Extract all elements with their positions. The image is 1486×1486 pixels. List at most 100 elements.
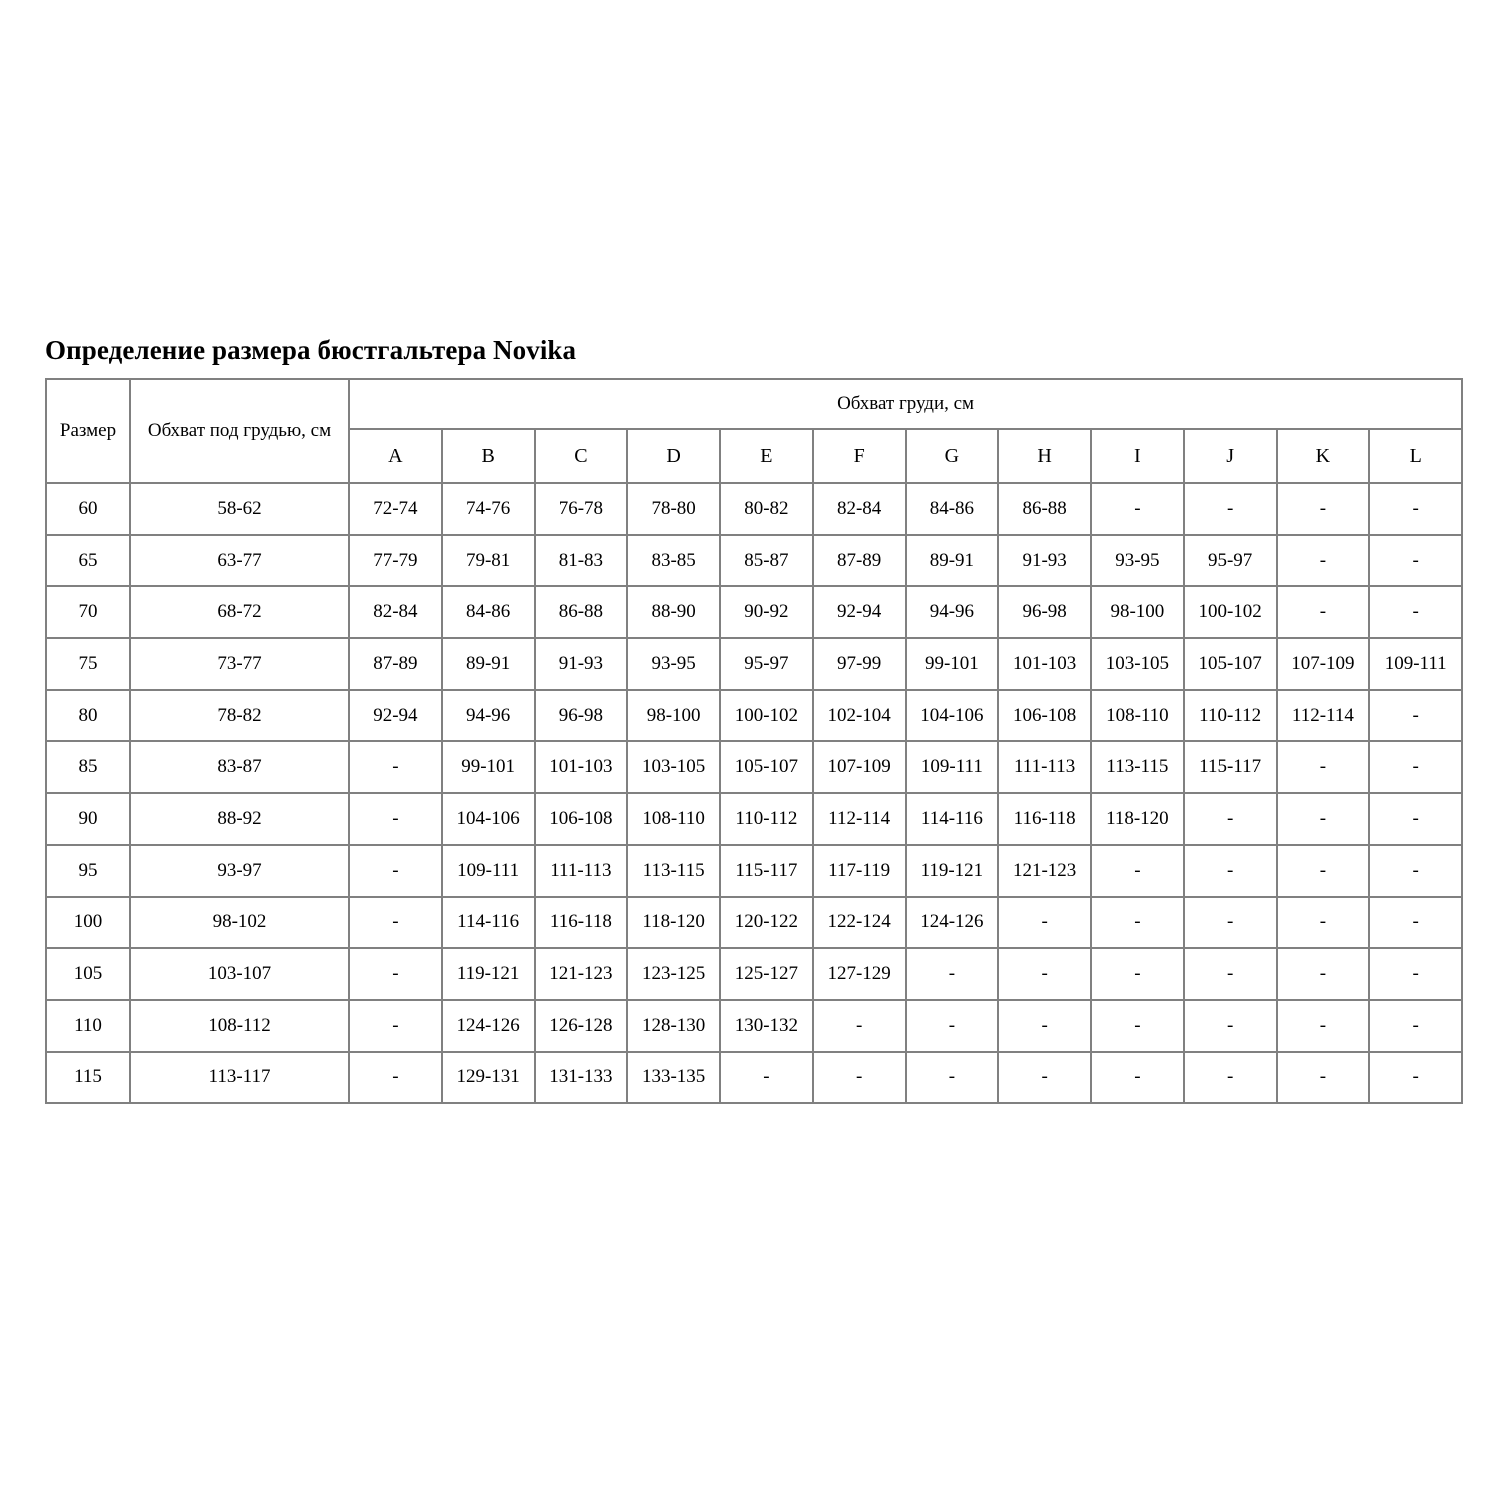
table-row: 100 98-102-114-116 116-118 118-120 120-122 12… [45,895,1464,950]
column-header-cup-g: G [904,428,1000,484]
table-header-row-top: Размер Обхват под грудью, см Обхват груд… [45,378,1464,484]
cell-bust-g: 89-91 [904,533,1000,588]
cell-bust-j: - [1182,998,1278,1053]
cell-bust-g: 109-111 [904,740,1000,795]
column-header-size: Размер [45,378,131,484]
cell-bust-l: - [1368,998,1464,1053]
cell-bust-i: 118-120 [1090,792,1185,846]
cell-bust-c: 86-88 [533,585,629,640]
cell-bust-h: - [997,998,1092,1053]
cell-bust-j: 110-112 [1182,688,1278,743]
cell-bust-h: - [997,1050,1092,1105]
cell-bust-a: - [348,1050,443,1105]
page-title: Определение размера бюстгальтера Novika [45,335,577,366]
cell-underbust: 108-112 [129,998,350,1053]
cell-size: 115 [45,1050,131,1105]
cell-bust-d: 83-85 [626,533,721,588]
cell-size: 65 [45,533,131,588]
cell-bust-l: - [1368,947,1464,1001]
cell-size: 110 [45,998,131,1053]
cell-bust-c: 131-133 [533,1050,629,1105]
cell-bust-c: 91-93 [533,637,629,691]
cell-bust-k: - [1275,585,1371,640]
cell-bust-k: 112-114 [1275,688,1371,743]
cell-bust-c: 106-108 [533,792,629,846]
cell-bust-l: - [1368,482,1464,536]
cell-bust-l: - [1368,533,1464,588]
cell-bust-a: 72-74 [348,482,443,536]
cell-bust-c: 126-128 [533,998,629,1053]
cell-bust-i: - [1090,1050,1185,1105]
cell-size: 90 [45,792,131,846]
cell-bust-e: 90-92 [719,585,814,640]
column-header-cup-a: A [348,428,443,484]
cell-bust-b: 94-96 [440,688,536,743]
cell-bust-f: 107-109 [811,740,907,795]
cell-bust-f: 92-94 [811,585,907,640]
cell-bust-j: - [1182,843,1278,898]
cell-bust-f: - [811,1050,907,1105]
cell-bust-a: - [348,740,443,795]
cell-size: 100 [45,895,131,950]
table-row: 85 83-87-99-101 101-103 103-105 105-107 107-1… [45,740,1464,795]
cell-bust-j: - [1182,895,1278,950]
cell-bust-i: 103-105 [1090,637,1185,691]
cell-bust-b: 99-101 [440,740,536,795]
table-row: 90 88-92-104-106 106-108 108-110 110-112 112-… [45,792,1464,846]
cell-bust-b: 104-106 [440,792,536,846]
cell-bust-g: - [904,1050,1000,1105]
cell-bust-d: 113-115 [626,843,721,898]
cell-bust-j: - [1182,947,1278,1001]
cell-underbust: 93-97 [129,843,350,898]
cell-bust-c: 96-98 [533,688,629,743]
cell-bust-b: 84-86 [440,585,536,640]
cell-bust-h: 121-123 [997,843,1092,898]
cell-bust-d: 93-95 [626,637,721,691]
cell-bust-e: 125-127 [719,947,814,1001]
cell-size: 85 [45,740,131,795]
cell-bust-k: - [1275,533,1371,588]
cell-bust-b: 109-111 [440,843,536,898]
column-header-underbust: Обхват под грудью, см [129,378,350,484]
cell-bust-b: 129-131 [440,1050,536,1105]
column-header-cup-h: H [997,428,1092,484]
cell-underbust: 88-92 [129,792,350,846]
table-head: Размер Обхват под грудью, см Обхват груд… [45,378,1464,484]
cell-bust-e: 80-82 [719,482,814,536]
cell-bust-i: - [1090,895,1185,950]
column-header-cup-c: C [533,428,629,484]
cell-bust-h: 86-88 [997,482,1092,536]
cell-bust-k: 107-109 [1275,637,1371,691]
cell-bust-h: 96-98 [997,585,1092,640]
cell-bust-d: 123-125 [626,947,721,1001]
cell-bust-a: 87-89 [348,637,443,691]
table-row: 105 103-107-119-121 121-123 123-125 125-127 1… [45,947,1464,1001]
cell-underbust: 68-72 [129,585,350,640]
cell-bust-b: 114-116 [440,895,536,950]
cell-bust-a: - [348,947,443,1001]
cell-bust-e: 110-112 [719,792,814,846]
cell-bust-l: - [1368,843,1464,898]
column-header-cup-f: F [811,428,907,484]
cell-size: 105 [45,947,131,1001]
cell-bust-l: - [1368,740,1464,795]
cell-bust-a: 77-79 [348,533,443,588]
column-header-cup-b: B [440,428,536,484]
cell-bust-f: 87-89 [811,533,907,588]
cell-bust-h: - [997,947,1092,1001]
cell-underbust: 63-77 [129,533,350,588]
cell-size: 70 [45,585,131,640]
cell-bust-g: 119-121 [904,843,1000,898]
cell-bust-i: 108-110 [1090,688,1185,743]
cell-bust-i: - [1090,843,1185,898]
cell-bust-d: 128-130 [626,998,721,1053]
cell-bust-d: 133-135 [626,1050,721,1105]
table-row: 70 68-72 82-84 84-86 86-88 88-90 90-92 92-94 94-… [45,585,1464,640]
cell-bust-j: - [1182,792,1278,846]
table-body: 60 58-62 72-74 74-76 76-78 78-80 80-82 82-84 84-… [45,482,1464,1105]
cell-bust-k: - [1275,895,1371,950]
table-row: 110 108-112-124-126 126-128 128-130 130-132-… [45,998,1464,1053]
bra-size-table: Размер Обхват под грудью, см Обхват груд… [45,378,1464,1105]
